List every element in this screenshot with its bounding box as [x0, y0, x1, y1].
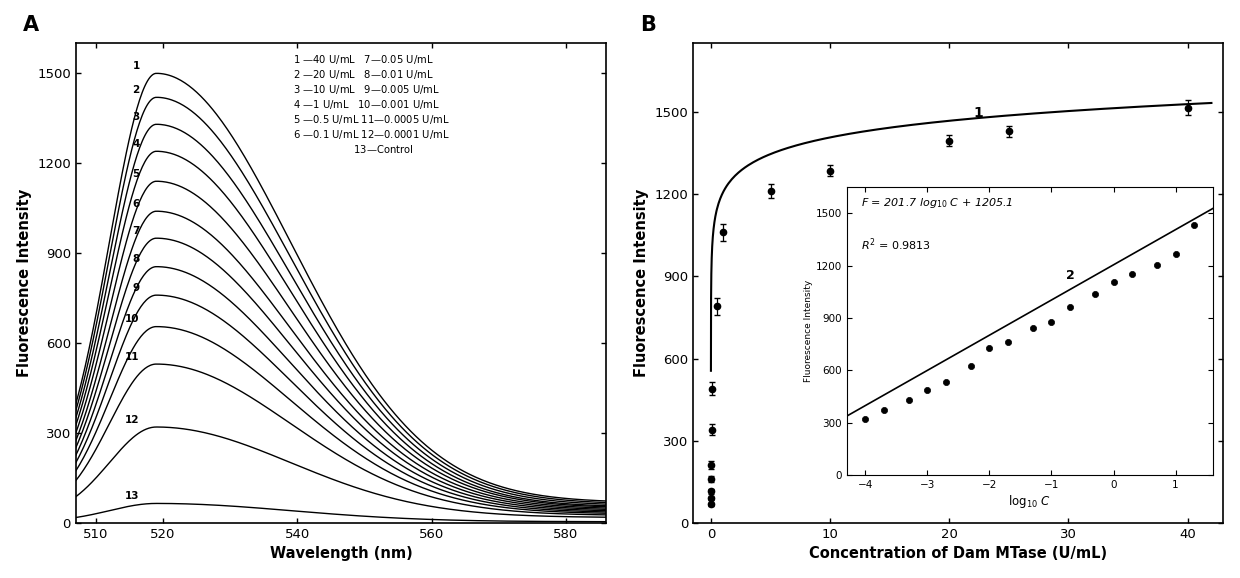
Text: 3: 3 [133, 112, 140, 122]
Text: 1: 1 [133, 61, 140, 71]
Text: 1 $\mathbf{—}$40 U/mL   7$\mathbf{—}$0.05 U/mL
2 $\mathbf{—}$20 U/mL   8$\mathbf: 1 $\mathbf{—}$40 U/mL 7$\mathbf{—}$0.05 … [293, 53, 450, 155]
Text: 5: 5 [133, 169, 140, 179]
Text: 9: 9 [133, 283, 140, 292]
Text: 4: 4 [133, 139, 140, 149]
Text: 13: 13 [125, 491, 140, 501]
Text: 2: 2 [133, 85, 140, 95]
Text: 12: 12 [125, 414, 140, 425]
Text: A: A [22, 14, 38, 35]
Text: 1: 1 [973, 106, 983, 120]
X-axis label: Concentration of Dam MTase (U/mL): Concentration of Dam MTase (U/mL) [810, 546, 1107, 561]
Y-axis label: Fluorescence Intensity: Fluorescence Intensity [16, 189, 32, 377]
Y-axis label: Fluorescence Intensity: Fluorescence Intensity [634, 189, 649, 377]
Text: 8: 8 [133, 254, 140, 264]
Text: B: B [640, 14, 656, 35]
Text: 11: 11 [125, 351, 140, 362]
Text: 10: 10 [125, 314, 140, 324]
Text: 6: 6 [133, 199, 140, 209]
Text: 7: 7 [133, 226, 140, 236]
X-axis label: Wavelength (nm): Wavelength (nm) [269, 546, 413, 561]
